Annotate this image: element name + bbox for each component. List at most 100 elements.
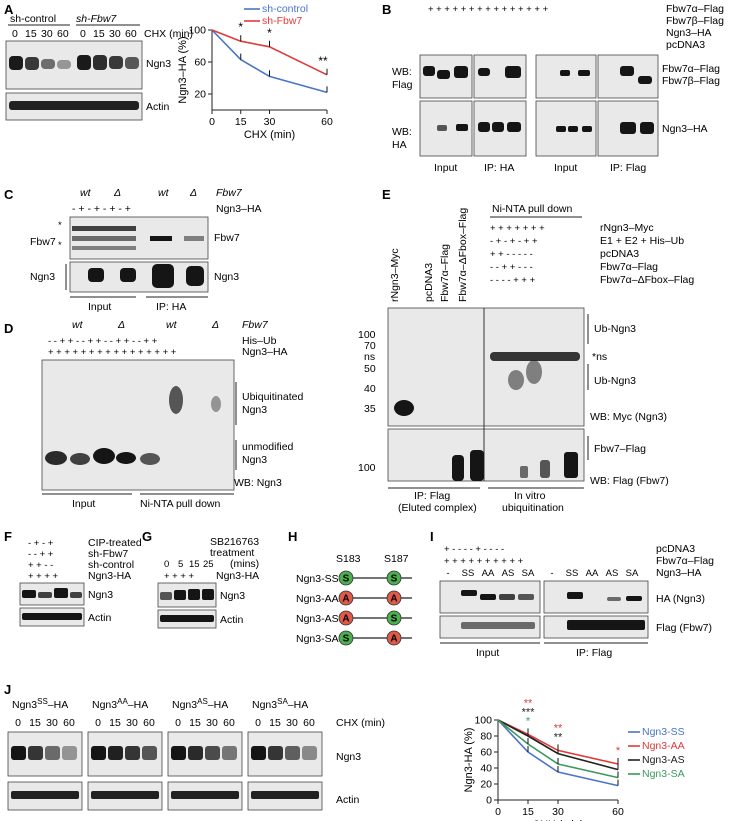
legend-entry: Ngn3-SA — [642, 768, 685, 780]
construct-blot: Ngn3AS–HA 0 15 30 60 — [167, 697, 243, 811]
b-row: Fbw7β–Flag — [666, 15, 724, 27]
construct-sup: SA — [277, 697, 288, 706]
row-label: Actin — [146, 101, 170, 113]
x-tick-label: 60 — [321, 116, 333, 128]
bands — [423, 66, 654, 134]
construct-suffix: –HA — [48, 699, 68, 711]
svg-text:- + - + - + -: - + - + - + - + — [72, 203, 131, 215]
e-col: Fbw7α–Flag — [439, 244, 451, 302]
tp: 30 — [126, 717, 138, 729]
tp: 0 — [80, 28, 86, 40]
tp: 30 — [206, 717, 218, 729]
e-col: rNgn3–Myc — [389, 248, 401, 302]
c-left: * — [58, 240, 62, 251]
panel-label-f: F — [4, 529, 12, 544]
band — [28, 746, 43, 760]
y-axis-label: Ngn3–HA (%) — [177, 36, 189, 103]
band — [171, 746, 186, 760]
mw: 40 — [364, 383, 376, 395]
construct-row: Ngn3-SS S S — [296, 570, 412, 586]
y-tick-label: 60 — [194, 57, 206, 69]
b-row: Ngn3–HA — [666, 27, 712, 39]
tp: 15 — [29, 717, 41, 729]
panel-label-d: D — [4, 321, 13, 336]
tp: 0 — [175, 717, 181, 729]
svg-text:+ + - -: + + - - — [28, 560, 53, 571]
x-tick-label: 60 — [612, 806, 624, 818]
d-right: Ubiquitinated — [242, 391, 303, 403]
c-left: Fbw7 — [30, 236, 56, 248]
c-left: Ngn3 — [30, 271, 55, 283]
lane-label: SA — [522, 568, 535, 579]
f-blot: Ngn3 — [88, 589, 113, 601]
residue-letter: A — [390, 634, 397, 645]
tp: 0 — [255, 717, 261, 729]
construct-name: Ngn3-AS — [296, 613, 339, 625]
panel-label-j: J — [4, 682, 11, 697]
f-row: sh-Fbw7 — [88, 548, 128, 560]
legend-entry: Ngn3-AA — [642, 740, 685, 752]
band — [205, 746, 220, 760]
i-bottom: Input — [476, 647, 499, 659]
b-right: Ngn3–HA — [662, 123, 708, 135]
bands — [394, 352, 580, 481]
blot — [387, 307, 585, 427]
e-bottom: IP: Flag — [414, 490, 450, 502]
actin-band — [9, 101, 139, 110]
series-line-sh-fbw7 — [211, 29, 328, 76]
y-tick-label: 100 — [474, 715, 492, 727]
lane-label: - — [550, 568, 553, 579]
legend-entry: Ngn3-SS — [642, 726, 685, 738]
x-axis-label: CHX (min) — [244, 129, 295, 141]
residue-marker — [338, 590, 354, 606]
lane-label: AA — [482, 568, 495, 579]
panel-c: C wt Δ wt Δ Fbw7 - + - + - + - + Ngn3–HA… — [4, 187, 262, 313]
b-bottom: Input — [554, 162, 577, 174]
band — [251, 746, 266, 760]
significance-mark: *** — [522, 706, 536, 718]
band — [125, 746, 140, 760]
tp: 15 — [25, 28, 37, 40]
construct-sup: AA — [117, 697, 128, 706]
e-right: Ub-Ngn3 — [594, 323, 636, 335]
residue-marker — [338, 610, 354, 626]
significance-mark: ** — [554, 722, 563, 734]
actin-band — [171, 791, 239, 799]
c-left: * — [58, 220, 62, 231]
significance-mark: ** — [524, 697, 533, 709]
e-row: pcDNA3 — [600, 248, 639, 260]
x-axis-label: CHX (min) — [532, 819, 583, 821]
panel-label-b: B — [382, 2, 391, 17]
residue-letter: S — [343, 574, 350, 585]
legend-entry: sh-control — [262, 3, 308, 15]
b-bottom: IP: Flag — [610, 162, 646, 174]
band — [222, 746, 237, 760]
b-signs: + + + + + + + + + + + + + + + — [428, 4, 549, 15]
panel-i: I + - - - - + - - - - + + + + + + + + + … — [430, 529, 714, 659]
e-header: Ni-NTA pull down — [492, 203, 572, 215]
i-blot: HA (Ngn3) — [656, 593, 705, 605]
residue-letter: S — [391, 574, 398, 585]
group-label-sh-control: sh-control — [10, 13, 56, 25]
band — [268, 746, 283, 760]
row: Ngn3–HA — [216, 203, 262, 215]
legend-entry: Ngn3-AS — [642, 754, 685, 766]
e-col: Fbw7α–ΔFbox–Flag — [457, 208, 469, 302]
tp: 0 — [15, 717, 21, 729]
y-tick-label: 0 — [486, 795, 492, 807]
tp: 0 — [12, 28, 18, 40]
e-col: pcDNA3 — [423, 263, 435, 302]
c-bottom: IP: HA — [156, 301, 186, 313]
y-tick-label: 60 — [480, 747, 492, 759]
g-blot: Ngn3 — [220, 590, 245, 602]
mw: 100 — [358, 329, 376, 341]
bands — [9, 55, 139, 70]
svg-text:- - - - + +: - - - - + + + — [490, 275, 536, 286]
i-row: Fbw7α–Flag — [656, 555, 714, 567]
actin-band — [251, 791, 319, 799]
construct-blot: Ngn3AA–HA 0 15 30 60 — [87, 697, 163, 811]
svg-text:- - + + - - + +: - - + + - - + + - - + + - - + + — [48, 336, 158, 347]
blot — [535, 54, 597, 99]
